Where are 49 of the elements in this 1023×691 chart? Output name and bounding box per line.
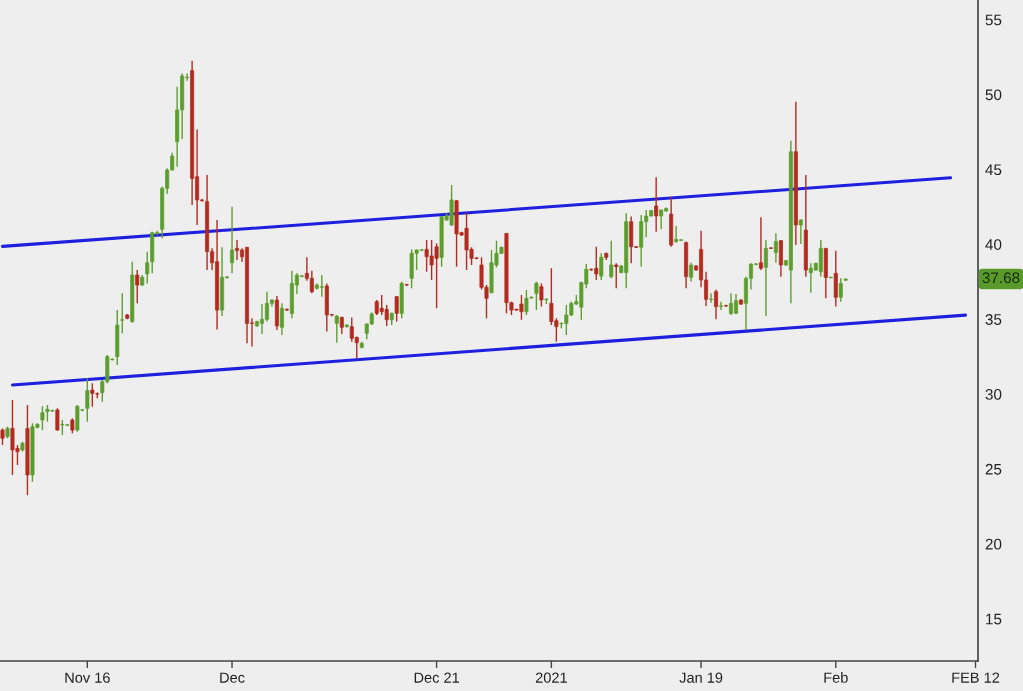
candlestick [235, 239, 240, 261]
x-tick-label: FEB 12 [952, 672, 1000, 683]
candlestick [309, 269, 314, 294]
candlestick [230, 206, 235, 275]
candlestick [838, 277, 843, 303]
candlestick [534, 281, 539, 311]
candlestick [145, 250, 150, 285]
candlestick [719, 300, 724, 311]
candlestick [55, 407, 60, 432]
y-tick-label: 25 [985, 463, 1002, 475]
y-tick-label: 45 [985, 164, 1002, 176]
candlestick [709, 292, 714, 304]
candlestick [614, 262, 619, 290]
candlestick [659, 208, 664, 231]
candlestick [539, 282, 544, 308]
candlestick [279, 302, 284, 336]
y-tick-label: 20 [985, 538, 1002, 550]
candlestick [714, 288, 719, 321]
candlestick [334, 314, 339, 344]
y-tick-label: 40 [985, 239, 1002, 250]
candlestick [120, 292, 125, 334]
candlestick [674, 225, 679, 244]
y-tick-label: 50 [985, 89, 1002, 101]
x-tick-label: Dec 21 [414, 672, 459, 683]
candlestick [689, 262, 694, 283]
x-tick-label: Nov 16 [65, 672, 110, 683]
x-tick-label: Dec [220, 672, 245, 683]
y-tick-label: 30 [985, 388, 1002, 400]
candlestick [833, 250, 838, 308]
candlestick [609, 240, 614, 279]
y-tick-label: 35 [985, 314, 1002, 325]
x-tick-label: Jan 19 [679, 672, 723, 683]
text: 37.68 [982, 272, 1020, 284]
candlestick [394, 295, 399, 323]
candlestick [319, 274, 324, 298]
y-tick-label: 15 [986, 613, 1002, 625]
candlestick [40, 405, 45, 431]
candlestick [818, 239, 823, 278]
candlestick [599, 252, 604, 281]
candlestick [85, 377, 90, 423]
candlestick [135, 269, 140, 305]
candlestick [763, 239, 768, 317]
candlestick [758, 216, 763, 271]
candlestick [798, 218, 803, 245]
x-tick-label: 2021 [535, 672, 567, 683]
candlestick [773, 232, 778, 264]
x-tick-label: Feb [824, 672, 848, 683]
candlestick [654, 176, 659, 233]
y-tick-label: 55 [985, 14, 1002, 26]
